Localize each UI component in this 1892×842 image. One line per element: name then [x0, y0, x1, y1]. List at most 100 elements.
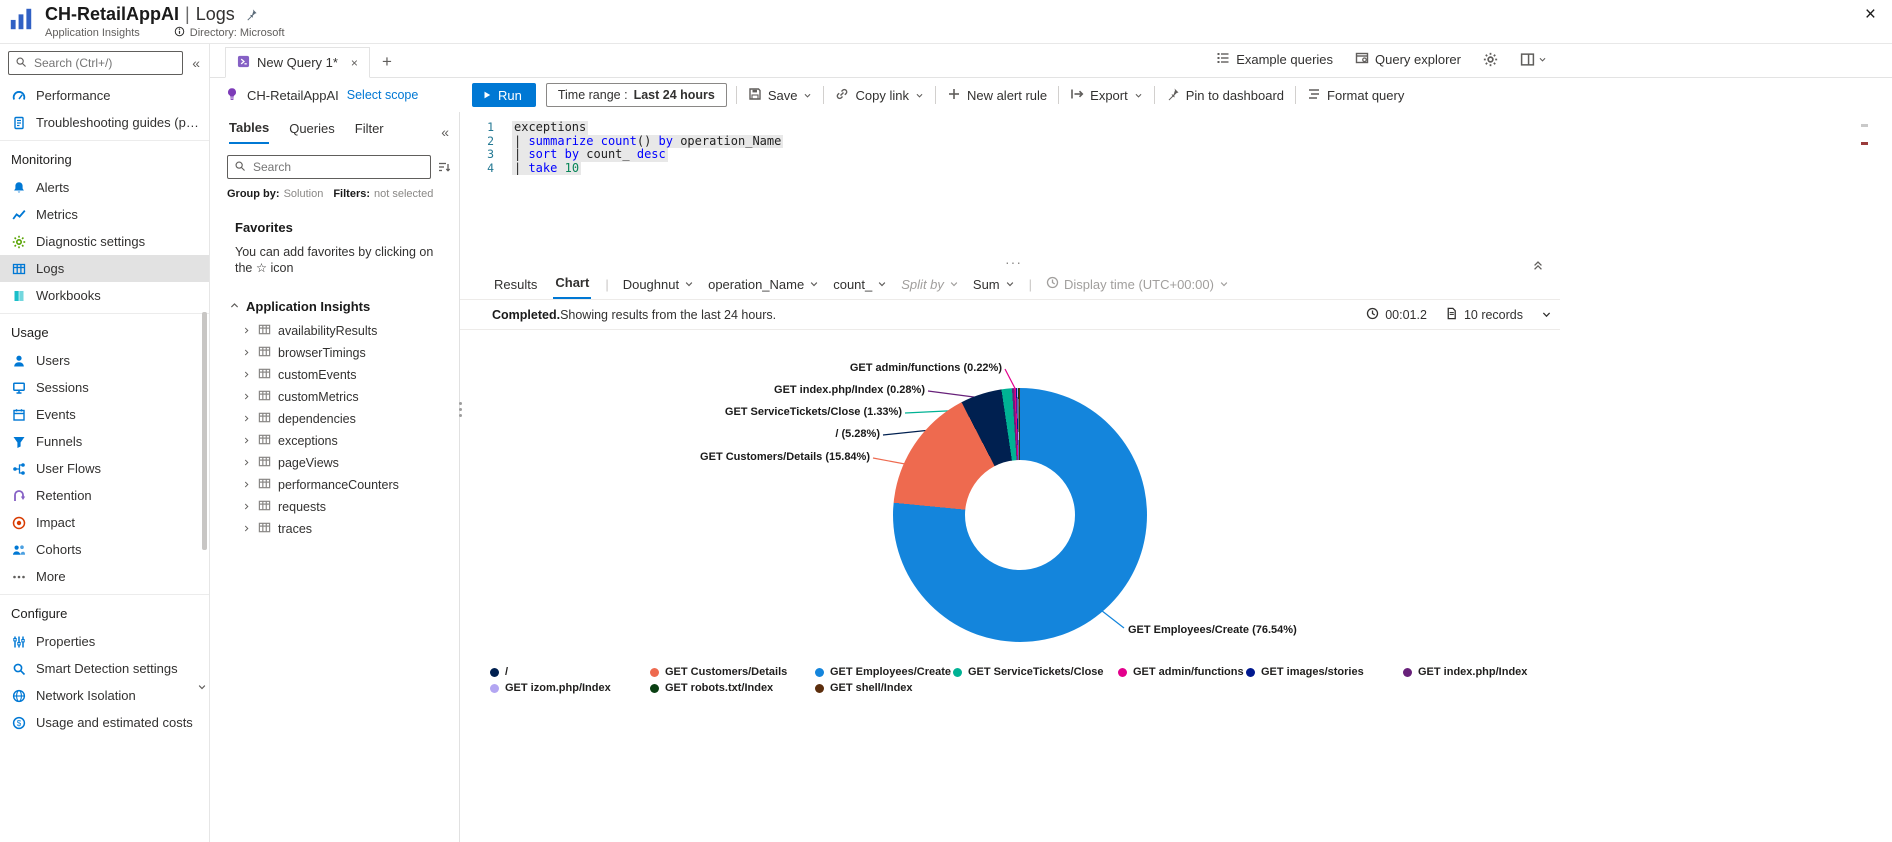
expand-status-icon[interactable]: [1541, 309, 1552, 320]
group-by-row[interactable]: Group by: Solution Filters: not selected: [227, 188, 451, 200]
table-item-customevents[interactable]: customEvents: [227, 364, 451, 386]
sidebar-item-network-isolation[interactable]: Network Isolation: [0, 682, 209, 709]
sidebar-item-smart-detection-settings[interactable]: Smart Detection settings: [0, 655, 209, 682]
tab-results[interactable]: Results: [494, 277, 538, 292]
sidebar-item-diagnostic-settings[interactable]: Diagnostic settings: [0, 228, 209, 255]
sidebar-item-workbooks[interactable]: Workbooks: [0, 282, 209, 309]
collapse-results-icon[interactable]: [1532, 259, 1544, 271]
tab-new-query-1[interactable]: New Query 1* ×: [225, 47, 370, 78]
group-by-value: Solution: [283, 188, 324, 200]
tables-search[interactable]: [227, 155, 431, 179]
sidebar-scroll-down-icon[interactable]: [197, 682, 207, 692]
chevron-down-icon: [684, 277, 694, 292]
tab-chart[interactable]: Chart: [553, 275, 592, 299]
pin-blade-icon[interactable]: [245, 8, 258, 21]
legend-item-get-izom-php-index[interactable]: GET izom.php/Index: [490, 682, 650, 694]
table-group-application-insights[interactable]: Application Insights: [229, 299, 451, 314]
results-splitter[interactable]: ···: [460, 254, 1892, 272]
doughnut-chart[interactable]: [893, 388, 1147, 642]
legend-item-get-shell-index[interactable]: GET shell/Index: [815, 682, 953, 694]
link-query-explorer[interactable]: Query explorer: [1355, 51, 1461, 68]
sidebar-item-label: User Flows: [36, 461, 102, 476]
export-button[interactable]: Export: [1068, 87, 1145, 104]
table-icon: [258, 367, 271, 383]
y-column-dropdown[interactable]: count_: [833, 277, 887, 299]
sidebar-collapse-icon[interactable]: «: [192, 55, 200, 71]
side-pane-toggle[interactable]: [1520, 52, 1547, 67]
new-alert-rule-button[interactable]: New alert rule: [945, 87, 1049, 104]
tab-close-icon[interactable]: ×: [350, 55, 358, 70]
status-message: Showing results from the last 24 hours.: [560, 307, 777, 322]
schema-tab-filter[interactable]: Filter: [354, 121, 384, 136]
splitter-handle-icon[interactable]: ···: [1005, 254, 1022, 270]
legend-item-get-index-php-index[interactable]: GET index.php/Index: [1403, 666, 1527, 678]
line-number: 1: [487, 120, 494, 134]
sidebar-item-users[interactable]: Users: [0, 347, 209, 374]
sidebar-item-logs[interactable]: Logs: [0, 255, 209, 282]
table-item-custommetrics[interactable]: customMetrics: [227, 386, 451, 408]
legend-item-[interactable]: /: [490, 666, 650, 678]
sidebar-search[interactable]: [8, 51, 184, 75]
toolbar-divider: [1058, 86, 1060, 104]
table-item-browsertimings[interactable]: browserTimings: [227, 342, 451, 364]
scope-selector[interactable]: CH-RetailAppAI Select scope: [225, 87, 460, 104]
sidebar-item-sessions[interactable]: Sessions: [0, 374, 209, 401]
tables-search-input[interactable]: [251, 159, 424, 175]
settings-gear-icon[interactable]: [1483, 52, 1498, 67]
sidebar-item-usage-and-estimated-costs[interactable]: $ Usage and estimated costs: [0, 709, 209, 736]
aggregation-dropdown[interactable]: Sum: [973, 277, 1015, 299]
table-item-dependencies[interactable]: dependencies: [227, 408, 451, 430]
table-item-exceptions[interactable]: exceptions: [227, 430, 451, 452]
table-item-performancecounters[interactable]: performanceCounters: [227, 474, 451, 496]
sidebar-search-input[interactable]: [32, 55, 177, 71]
sidebar-item-funnels[interactable]: Funnels: [0, 428, 209, 455]
query-tab-icon: [237, 55, 250, 71]
split-by-dropdown[interactable]: Split by: [901, 277, 959, 299]
table-item-availabilityresults[interactable]: availabilityResults: [227, 320, 451, 342]
sidebar-item-alerts[interactable]: Alerts: [0, 174, 209, 201]
chart-type-dropdown[interactable]: Doughnut: [623, 277, 694, 299]
x-column-dropdown[interactable]: operation_Name: [708, 277, 819, 299]
legend-item-get-servicetickets-close[interactable]: GET ServiceTickets/Close: [953, 666, 1118, 678]
query-editor[interactable]: 1 exceptions 2 | summarize count() by opera…: [460, 112, 1892, 258]
select-scope-link[interactable]: Select scope: [346, 88, 419, 102]
sidebar-item-metrics[interactable]: Metrics: [0, 201, 209, 228]
format-lines-icon: [1307, 87, 1321, 104]
legend-item-get-images-stories[interactable]: GET images/stories: [1246, 666, 1403, 678]
sidebar-item-troubleshooting-guides-previ[interactable]: Troubleshooting guides (previ...: [0, 109, 209, 136]
run-button[interactable]: Run: [472, 83, 536, 107]
sort-filter-icon[interactable]: [437, 160, 451, 174]
sidebar-item-events[interactable]: Events: [0, 401, 209, 428]
schema-tab-tables[interactable]: Tables: [229, 120, 270, 144]
legend-item-get-customers-details[interactable]: GET Customers/Details: [650, 666, 815, 678]
sidebar-item-impact[interactable]: Impact: [0, 509, 209, 536]
schema-tab-queries[interactable]: Queries: [289, 121, 335, 136]
sidebar-item-user-flows[interactable]: User Flows: [0, 455, 209, 482]
sidebar-item-performance[interactable]: Performance: [0, 82, 209, 109]
schema-panel-collapse-icon[interactable]: «: [441, 124, 449, 140]
code-text: | sort by count_ desc: [512, 147, 668, 162]
table-item-traces[interactable]: traces: [227, 518, 451, 540]
sidebar-item-retention[interactable]: Retention: [0, 482, 209, 509]
save-button[interactable]: Save: [746, 87, 815, 104]
new-tab-button[interactable]: +: [381, 52, 392, 71]
legend-item-get-robots-txt-index[interactable]: GET robots.txt/Index: [650, 682, 815, 694]
table-item-pageviews[interactable]: pageViews: [227, 452, 451, 474]
legend-item-get-admin-functions[interactable]: GET admin/functions: [1118, 666, 1246, 678]
pin-to-dashboard-button[interactable]: Pin to dashboard: [1164, 87, 1286, 104]
sidebar-scrollbar-thumb[interactable]: [202, 312, 207, 550]
time-range-picker[interactable]: Time range : Last 24 hours: [545, 83, 727, 107]
query-tabstrip: New Query 1* × + Example queries Query ex…: [210, 44, 1892, 78]
table-item-requests[interactable]: requests: [227, 496, 451, 518]
panel-resize-grip[interactable]: [456, 395, 464, 423]
sidebar-item-cohorts[interactable]: Cohorts: [0, 536, 209, 563]
display-time-dropdown[interactable]: Display time (UTC+00:00): [1046, 276, 1229, 299]
sidebar-item-properties[interactable]: Properties: [0, 628, 209, 655]
link-example-queries[interactable]: Example queries: [1216, 51, 1333, 68]
legend-item-get-employees-create[interactable]: GET Employees/Create: [815, 666, 953, 678]
close-icon[interactable]: ×: [1864, 4, 1876, 25]
sidebar-item-more[interactable]: More: [0, 563, 209, 590]
format-query-button[interactable]: Format query: [1305, 87, 1406, 104]
slice-callout-2: GET ServiceTickets/Close (1.33%): [724, 406, 902, 418]
copy-link-button[interactable]: Copy link: [833, 87, 925, 104]
